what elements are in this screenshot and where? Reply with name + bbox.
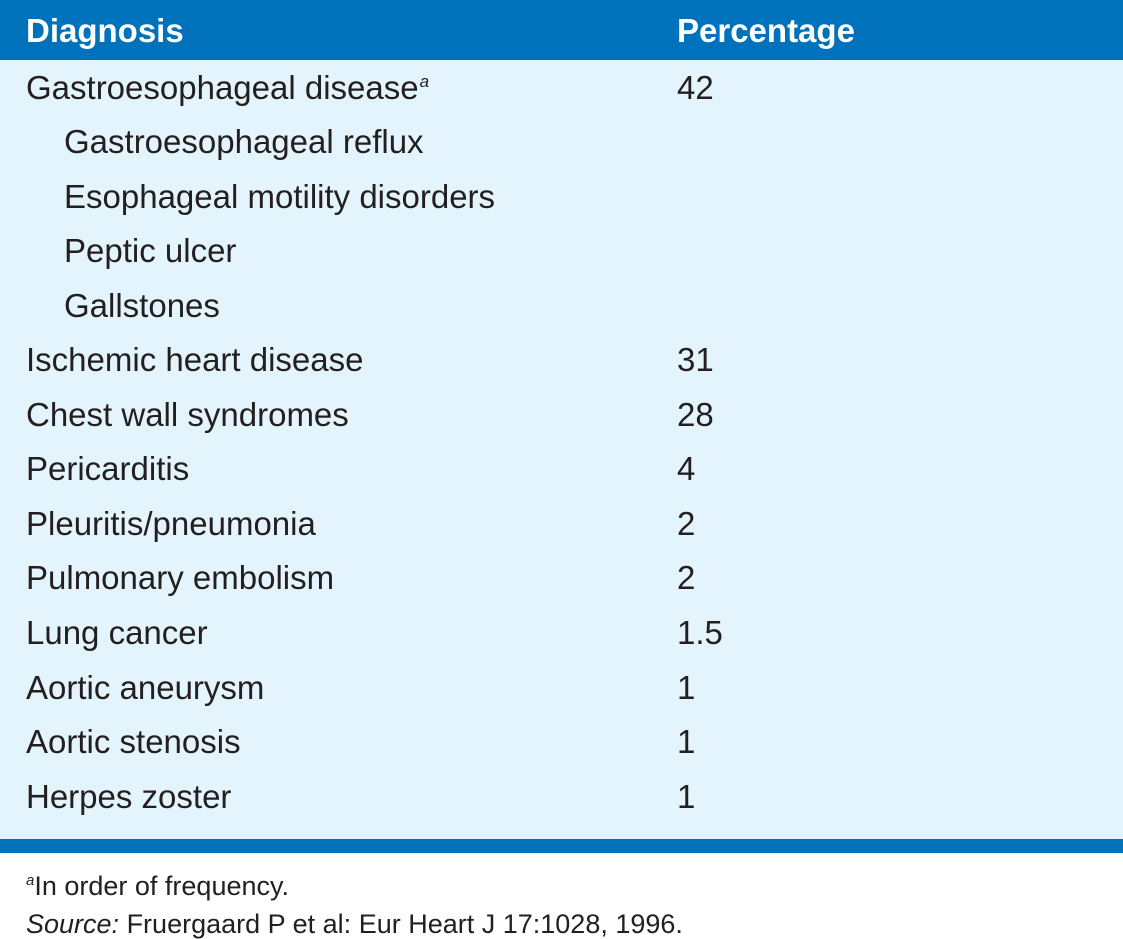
table-row: Gastroesophageal reflux [0, 114, 1123, 168]
percentage-cell: 1 [677, 778, 696, 815]
table-row: Aortic aneurysm 1 [0, 660, 1123, 714]
diagnosis-cell: Herpes zoster [26, 778, 232, 815]
diagnosis-table: Diagnosis Percentage Gastroesophageal di… [0, 0, 1123, 853]
percentage-cell: 2 [677, 559, 696, 596]
table-row: Pleuritis/pneumonia 2 [0, 496, 1123, 550]
source-label: Source: [26, 909, 120, 939]
table-row: Esophageal motility disorders [0, 169, 1123, 223]
table-row: Pericarditis 4 [0, 441, 1123, 495]
percentage-cell: 1.5 [677, 614, 723, 651]
table-footnotes: aIn order of frequency. Source: Fruergaa… [26, 862, 683, 939]
table-row: Gastroesophageal diseasea 42 [0, 60, 1123, 114]
table-row: Pulmonary embolism 2 [0, 550, 1123, 604]
diagnosis-cell: Pulmonary embolism [26, 559, 335, 596]
percentage-cell: 28 [677, 396, 714, 433]
diagnosis-cell: Pericarditis [26, 450, 190, 487]
table-row: Aortic stenosis 1 [0, 714, 1123, 768]
header-percentage: Percentage [677, 12, 855, 49]
diagnosis-cell: Gallstones [64, 287, 220, 324]
diagnosis-cell: Aortic aneurysm [26, 669, 265, 706]
diagnosis-cell: Pleuritis/pneumonia [26, 505, 316, 542]
percentage-cell: 4 [677, 450, 696, 487]
table-row: Ischemic heart disease 31 [0, 332, 1123, 386]
percentage-cell: 1 [677, 723, 696, 760]
diagnosis-cell: Gastroesophageal reflux [64, 123, 424, 160]
table-row: Herpes zoster 1 [0, 769, 1123, 823]
diagnosis-cell: Peptic ulcer [64, 232, 237, 269]
diagnosis-cell: Lung cancer [26, 614, 208, 651]
percentage-cell: 1 [677, 669, 696, 706]
table-body: Gastroesophageal diseasea 42 Gastroesoph… [0, 60, 1123, 839]
diagnosis-cell: Ischemic heart disease [26, 341, 364, 378]
percentage-cell: 2 [677, 505, 696, 542]
header-diagnosis: Diagnosis [26, 12, 184, 49]
percentage-cell: 42 [677, 69, 714, 106]
table-row: Lung cancer 1.5 [0, 605, 1123, 659]
table-row: Chest wall syndromes 28 [0, 387, 1123, 441]
table-row: Peptic ulcer [0, 223, 1123, 277]
percentage-cell: 31 [677, 341, 714, 378]
footnote-source: Source: Fruergaard P et al: Eur Heart J … [26, 905, 683, 939]
diagnosis-cell: Aortic stenosis [26, 723, 241, 760]
diagnosis-cell: Esophageal motility disorders [64, 178, 496, 215]
table-row: Gallstones [0, 278, 1123, 332]
diagnosis-cell: Chest wall syndromes [26, 396, 349, 433]
footnote-marker: a [419, 72, 430, 91]
table-bottom-rule [0, 839, 1123, 853]
footnote-marker: a [26, 872, 35, 889]
diagnosis-cell: Gastroesophageal diseasea [26, 69, 430, 106]
footnote-order: aIn order of frequency. [26, 871, 289, 901]
table-header-row: Diagnosis Percentage [0, 0, 1123, 60]
source-text: Fruergaard P et al: Eur Heart J 17:1028,… [119, 909, 683, 939]
